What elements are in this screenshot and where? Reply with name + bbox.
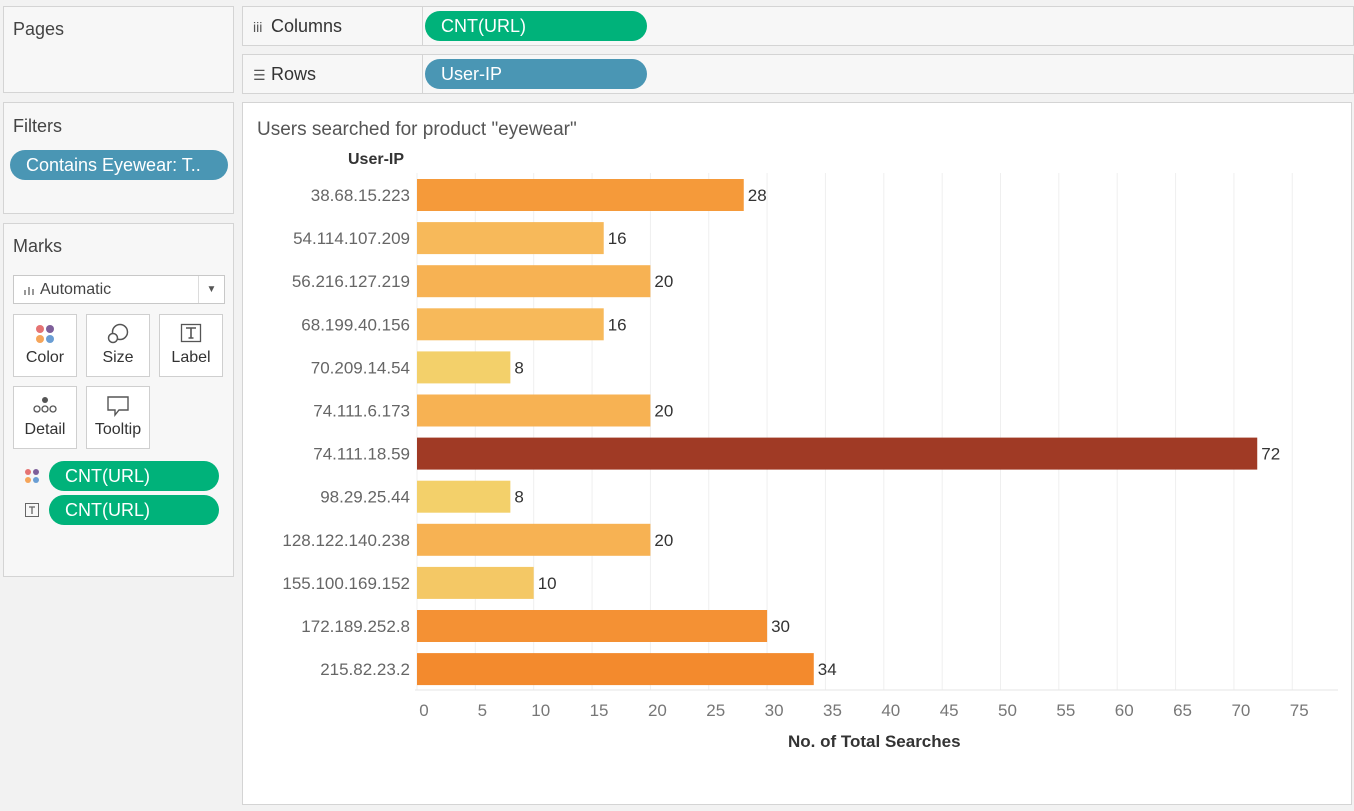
- size-button[interactable]: Size: [86, 314, 150, 377]
- mark-type-value: Automatic: [40, 281, 112, 298]
- marks-panel: Marks Automatic ▼ Color Size: [3, 223, 234, 577]
- label-button[interactable]: Label: [159, 314, 223, 377]
- bar[interactable]: [417, 265, 651, 298]
- x-tick-label: 75: [1290, 701, 1309, 720]
- tooltip-icon: [107, 396, 129, 417]
- color-label: Color: [25, 349, 65, 366]
- bar[interactable]: [417, 653, 814, 686]
- color-button[interactable]: Color: [13, 314, 77, 377]
- bar-value-label: 20: [654, 272, 673, 291]
- bar-value-label: 72: [1261, 445, 1280, 464]
- filters-title: Filters: [13, 116, 62, 136]
- x-tick-label: 5: [478, 701, 487, 720]
- category-label: 70.209.14.54: [311, 358, 410, 377]
- tooltip-button[interactable]: Tooltip: [86, 386, 150, 449]
- pages-title: Pages: [13, 19, 65, 39]
- x-tick-label: 35: [823, 701, 842, 720]
- x-tick-label: 70: [1231, 701, 1250, 720]
- bar[interactable]: [417, 394, 651, 427]
- x-tick-label: 40: [881, 701, 900, 720]
- bar[interactable]: [417, 351, 511, 384]
- rows-shelf-label: ☰ Rows: [243, 55, 423, 93]
- x-axis-title: No. of Total Searches: [788, 732, 961, 751]
- color-dots-icon: [25, 469, 39, 483]
- category-label: 155.100.169.152: [282, 574, 410, 593]
- row-header-user-ip: User-IP: [348, 151, 405, 168]
- marks-title: Marks: [13, 236, 62, 256]
- text-label-icon: [180, 323, 202, 343]
- rows-shelf[interactable]: ☰ Rows User-IP: [242, 54, 1354, 94]
- bar[interactable]: [417, 308, 604, 341]
- x-tick-label: 10: [531, 701, 550, 720]
- x-tick-label: 65: [1173, 701, 1192, 720]
- bar[interactable]: [417, 610, 768, 642]
- category-label: 68.199.40.156: [301, 315, 410, 334]
- chevron-down-icon[interactable]: ▼: [198, 276, 224, 303]
- x-tick-label: 55: [1056, 701, 1075, 720]
- chart-title: Users searched for product "eyewear": [257, 119, 577, 140]
- size-label: Size: [102, 349, 134, 366]
- bar-chart-icon: [24, 287, 34, 295]
- x-tick-label: 0: [419, 701, 428, 720]
- bar-value-label: 8: [514, 358, 523, 377]
- x-tick-label: 25: [706, 701, 725, 720]
- columns-shelf-label: iii Columns: [243, 7, 423, 45]
- category-label: 172.189.252.8: [301, 617, 410, 636]
- color-dots-icon: [36, 325, 54, 343]
- text-label-icon: [25, 503, 39, 517]
- marks-color-pill[interactable]: CNT(URL): [49, 461, 219, 491]
- detail-dots-icon: [33, 397, 57, 413]
- detail-button[interactable]: Detail: [13, 386, 77, 449]
- category-label: 56.216.127.219: [292, 272, 410, 291]
- columns-icon: iii: [253, 19, 263, 35]
- pages-panel[interactable]: Pages: [3, 6, 234, 93]
- rows-pill[interactable]: User-IP: [425, 59, 647, 89]
- bar-value-label: 16: [608, 229, 627, 248]
- bar-value-label: 20: [654, 402, 673, 421]
- bar-value-label: 8: [514, 488, 523, 507]
- tooltip-label: Tooltip: [94, 421, 142, 438]
- bar[interactable]: [417, 437, 1258, 470]
- columns-shelf[interactable]: iii Columns CNT(URL): [242, 6, 1354, 46]
- category-label: 215.82.23.2: [320, 660, 410, 679]
- bar-chart: 0 5 10 15 20 25 30 35 40 45 50 55 60 65 70 75 38.68.15.2…: [282, 173, 1338, 720]
- category-label: 74.111.6.173: [313, 402, 410, 421]
- columns-pill[interactable]: CNT(URL): [425, 11, 647, 41]
- size-icon: [107, 323, 129, 344]
- bar-value-label: 30: [771, 617, 790, 636]
- bar[interactable]: [417, 480, 511, 513]
- x-tick-label: 15: [590, 701, 609, 720]
- category-label: 54.114.107.209: [293, 229, 410, 248]
- x-tick-label: 50: [998, 701, 1017, 720]
- marks-label-pill[interactable]: CNT(URL): [49, 495, 219, 525]
- x-tick-label: 20: [648, 701, 667, 720]
- filter-pill-contains-eyewear[interactable]: Contains Eyewear: T..: [10, 150, 228, 180]
- bar-value-label: 20: [654, 531, 673, 550]
- bar[interactable]: [417, 566, 534, 599]
- bar[interactable]: [417, 523, 651, 556]
- bar-value-label: 34: [818, 660, 837, 679]
- filters-panel[interactable]: Filters Contains Eyewear: T..: [3, 102, 234, 214]
- label-label: Label: [171, 349, 211, 366]
- bar[interactable]: [417, 222, 604, 255]
- x-tick-label: 30: [765, 701, 784, 720]
- detail-label: Detail: [24, 421, 66, 438]
- bar-value-label: 16: [608, 315, 627, 334]
- mark-type-dropdown[interactable]: Automatic ▼: [13, 275, 225, 304]
- bar[interactable]: [417, 179, 744, 211]
- category-label: 74.111.18.59: [313, 445, 410, 464]
- chart-area: Users searched for product "eyewear" Use…: [242, 102, 1352, 805]
- category-label: 98.29.25.44: [320, 488, 410, 507]
- x-tick-label: 45: [940, 701, 959, 720]
- rows-icon: ☰: [253, 67, 266, 83]
- x-tick-label: 60: [1115, 701, 1134, 720]
- category-label: 128.122.140.238: [282, 531, 410, 550]
- bar-value-label: 10: [538, 574, 557, 593]
- category-label: 38.68.15.223: [311, 186, 410, 205]
- bar-value-label: 28: [748, 186, 767, 205]
